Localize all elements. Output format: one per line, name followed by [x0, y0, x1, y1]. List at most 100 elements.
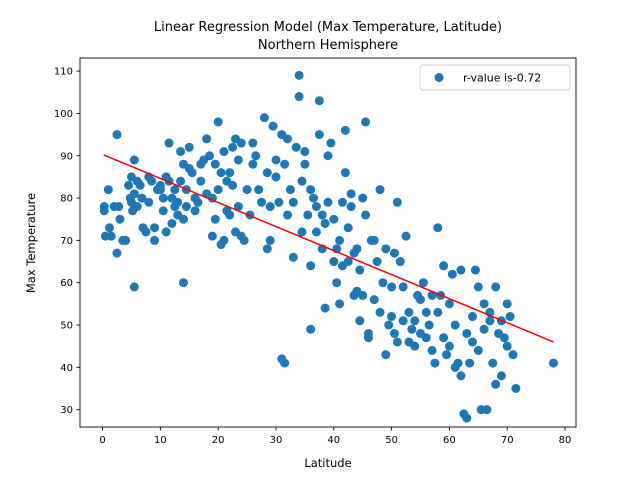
data-point: [228, 180, 238, 190]
data-point: [375, 185, 385, 195]
data-point: [132, 202, 142, 212]
data-point: [291, 142, 301, 152]
data-point: [326, 138, 336, 148]
data-point: [225, 168, 235, 178]
data-point: [178, 278, 188, 288]
data-point: [155, 185, 165, 195]
data-point: [268, 121, 278, 131]
x-tick-label: 40: [327, 435, 340, 446]
data-point: [320, 303, 330, 313]
x-tick-label: 60: [443, 435, 456, 446]
data-point: [462, 328, 472, 338]
x-tick-label: 20: [212, 435, 225, 446]
data-point: [239, 235, 249, 245]
data-point: [317, 210, 327, 220]
y-tick-label: 110: [54, 67, 73, 78]
data-point: [398, 316, 408, 326]
data-point: [384, 320, 394, 330]
data-point: [491, 379, 501, 389]
data-point: [129, 189, 139, 199]
data-point: [104, 223, 114, 233]
data-point: [453, 358, 463, 368]
data-point: [335, 235, 345, 245]
data-point: [311, 227, 321, 237]
data-point: [387, 312, 397, 322]
data-point: [329, 257, 339, 267]
data-point: [173, 197, 183, 207]
legend-label: r-value is-0.72: [463, 72, 541, 85]
regression-line: [103, 154, 554, 343]
data-point: [335, 299, 345, 309]
data-point: [297, 176, 307, 186]
data-point: [398, 282, 408, 292]
data-point: [233, 202, 243, 212]
data-point: [187, 168, 197, 178]
data-point: [447, 269, 457, 279]
data-point: [196, 176, 206, 186]
data-point: [363, 333, 373, 343]
data-point: [387, 282, 397, 292]
data-point: [144, 197, 154, 207]
data-point: [392, 337, 402, 347]
data-point: [442, 350, 452, 360]
data-point: [300, 159, 310, 169]
data-point: [248, 159, 258, 169]
data-point: [112, 248, 122, 258]
data-point: [456, 265, 466, 275]
data-point: [465, 358, 475, 368]
data-point: [129, 282, 139, 292]
data-point: [306, 324, 316, 334]
data-point: [161, 227, 171, 237]
y-tick-label: 60: [60, 278, 73, 289]
data-point: [427, 345, 437, 355]
x-tick-label: 10: [154, 435, 167, 446]
data-point: [415, 295, 425, 305]
data-point: [488, 358, 498, 368]
data-point: [124, 180, 134, 190]
data-point: [444, 299, 454, 309]
data-point: [358, 290, 368, 300]
data-point: [433, 307, 443, 317]
data-point: [505, 312, 515, 322]
y-tick-label: 100: [54, 109, 73, 120]
data-point: [361, 117, 371, 127]
data-point: [164, 138, 174, 148]
data-point: [479, 299, 489, 309]
data-point: [352, 244, 362, 254]
data-point: [285, 185, 295, 195]
data-point: [213, 117, 223, 127]
data-point: [491, 282, 501, 292]
data-point: [355, 316, 365, 326]
data-point: [103, 185, 113, 195]
data-point: [233, 155, 243, 165]
data-point: [314, 96, 324, 106]
data-point: [337, 197, 347, 207]
data-point: [210, 214, 220, 224]
data-point: [343, 257, 353, 267]
data-point: [115, 214, 125, 224]
data-point: [407, 324, 417, 334]
data-point: [280, 358, 290, 368]
data-point: [410, 341, 420, 351]
data-point: [473, 282, 483, 292]
x-tick-label: 70: [501, 435, 514, 446]
data-point: [496, 371, 506, 381]
data-point: [456, 371, 466, 381]
data-point: [329, 214, 339, 224]
data-point: [190, 206, 200, 216]
chart-title: Linear Regression Model (Max Temperature…: [154, 20, 502, 35]
data-point: [178, 214, 188, 224]
data-point: [257, 197, 267, 207]
data-point: [381, 244, 391, 254]
data-point: [462, 413, 472, 423]
data-point: [346, 202, 356, 212]
legend-marker: [434, 73, 444, 82]
data-point: [323, 197, 333, 207]
y-tick-label: 50: [60, 321, 73, 332]
data-point: [294, 70, 304, 80]
data-point: [297, 227, 307, 237]
data-point: [485, 316, 495, 326]
data-point: [381, 350, 391, 360]
data-point: [216, 168, 226, 178]
data-point: [176, 147, 186, 157]
